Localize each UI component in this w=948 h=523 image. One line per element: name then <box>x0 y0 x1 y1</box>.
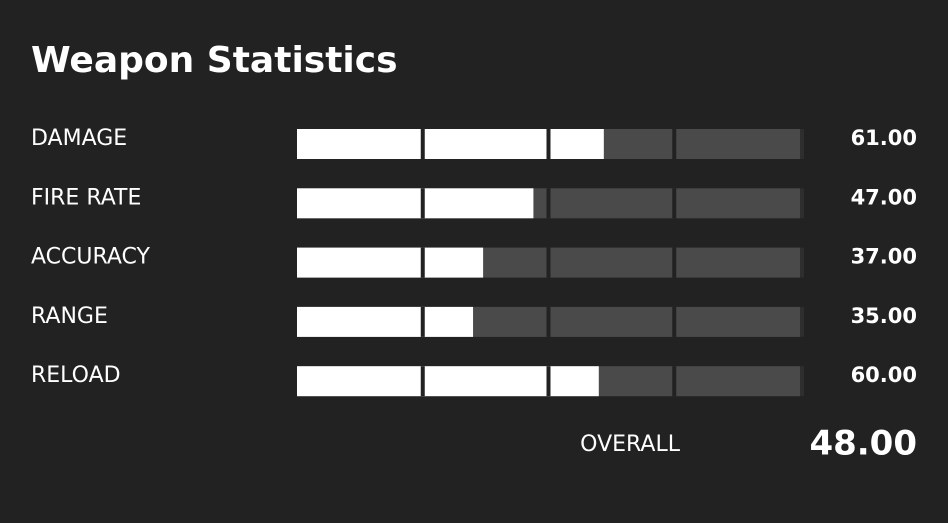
bar-fill <box>297 247 484 278</box>
segment-divider <box>672 306 677 337</box>
segment-divider <box>800 306 804 337</box>
stat-label: DAMAGE <box>31 126 127 151</box>
segment-divider <box>546 366 551 397</box>
stat-value: 37.00 <box>851 245 917 269</box>
segment-divider <box>672 247 677 278</box>
segment-divider <box>672 188 677 219</box>
panel-title: Weapon Statistics <box>31 40 398 81</box>
segment-divider <box>800 188 804 219</box>
segment-divider <box>546 188 551 219</box>
stat-label: FIRE RATE <box>31 185 141 210</box>
segment-divider <box>546 129 551 159</box>
segment-divider <box>672 366 677 397</box>
stat-label: RANGE <box>31 304 108 329</box>
bar-fill <box>297 188 534 219</box>
segment-divider <box>420 129 425 159</box>
segment-divider <box>546 247 551 278</box>
segment-divider <box>800 129 804 159</box>
segment-divider <box>420 188 425 219</box>
overall-value: 48.00 <box>809 424 917 464</box>
stat-label: RELOAD <box>31 363 121 388</box>
overall-label: OVERALL <box>580 432 681 457</box>
segment-divider <box>420 247 425 278</box>
segment-divider <box>800 247 804 278</box>
segment-divider <box>420 366 425 397</box>
stat-label: ACCURACY <box>31 245 151 270</box>
bar-fill <box>297 306 474 337</box>
segment-divider <box>800 366 804 397</box>
stat-value: 60.00 <box>851 363 917 387</box>
bar-fill <box>297 366 599 397</box>
stat-value: 61.00 <box>851 126 917 150</box>
stat-value: 35.00 <box>851 304 917 328</box>
segment-divider <box>672 129 677 159</box>
segment-divider <box>546 306 551 337</box>
bar-fill <box>297 129 604 159</box>
segment-divider <box>420 306 425 337</box>
stat-value: 47.00 <box>851 185 917 209</box>
